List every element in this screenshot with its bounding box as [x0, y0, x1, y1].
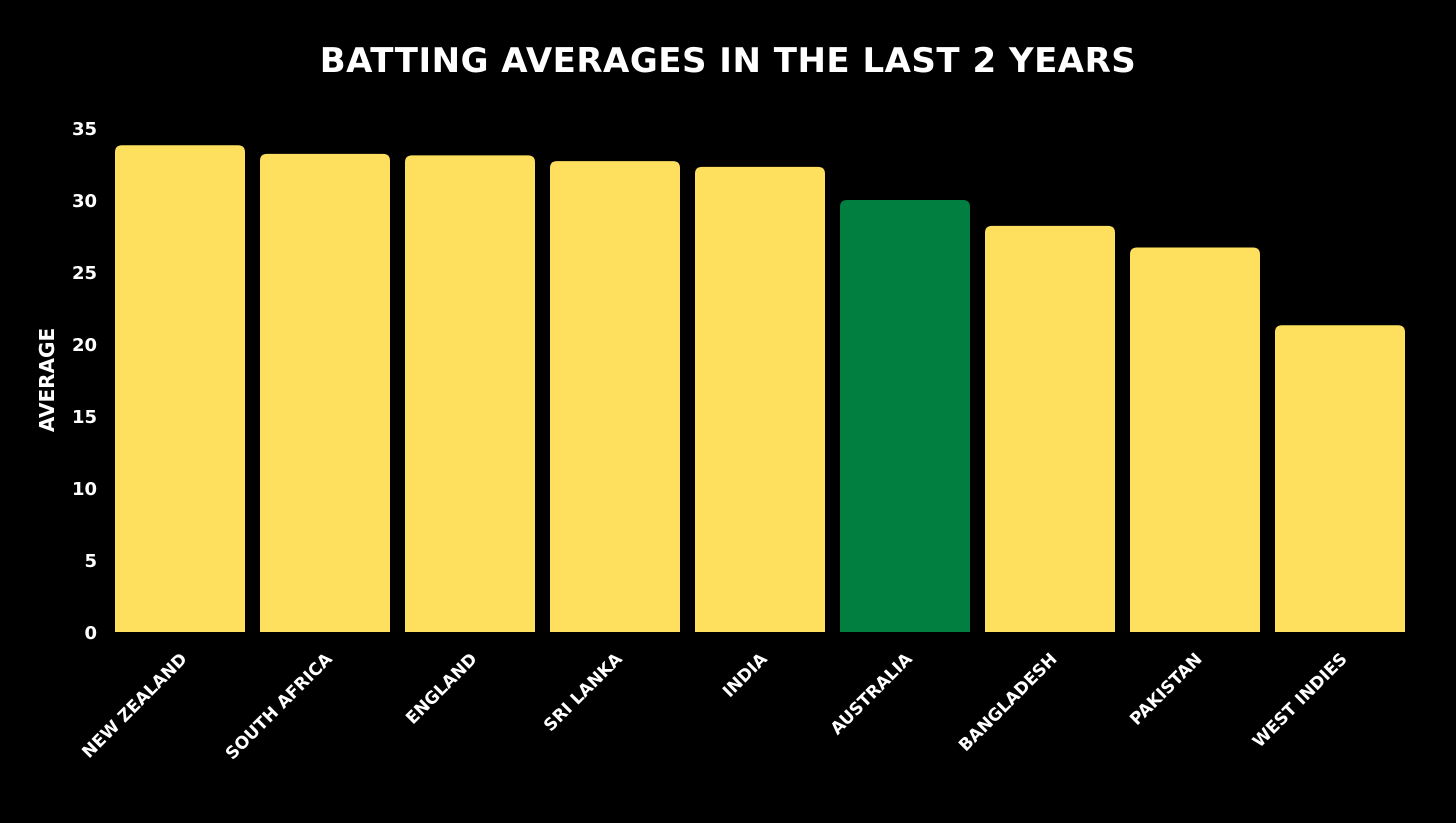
y-tick-label: 5 [84, 551, 97, 572]
y-tick-label: 35 [72, 119, 97, 140]
y-tick-label: 15 [72, 407, 97, 428]
bar-new-zealand [115, 145, 245, 632]
y-tick-label: 20 [72, 335, 97, 356]
bar-india [695, 166, 825, 632]
y-tick-label: 10 [72, 479, 97, 500]
bar-australia [840, 200, 970, 632]
y-axis-ticks: 0 5 10 15 20 25 30 35 [72, 119, 97, 644]
chart-title: BATTING AVERAGES IN THE LAST 2 YEARS [320, 41, 1137, 81]
bar-south-africa [260, 153, 390, 633]
bar-west-indies [1275, 325, 1405, 632]
bar-sri-lanka [550, 161, 680, 632]
y-tick-label: 0 [84, 623, 97, 644]
bar-england [405, 155, 535, 633]
y-axis-label: AVERAGE [35, 328, 59, 432]
bars-group [115, 145, 1405, 633]
y-tick-label: 25 [72, 263, 97, 284]
bar-bangladesh [985, 225, 1115, 633]
bar-pakistan [1130, 247, 1260, 632]
y-tick-label: 30 [72, 191, 97, 212]
